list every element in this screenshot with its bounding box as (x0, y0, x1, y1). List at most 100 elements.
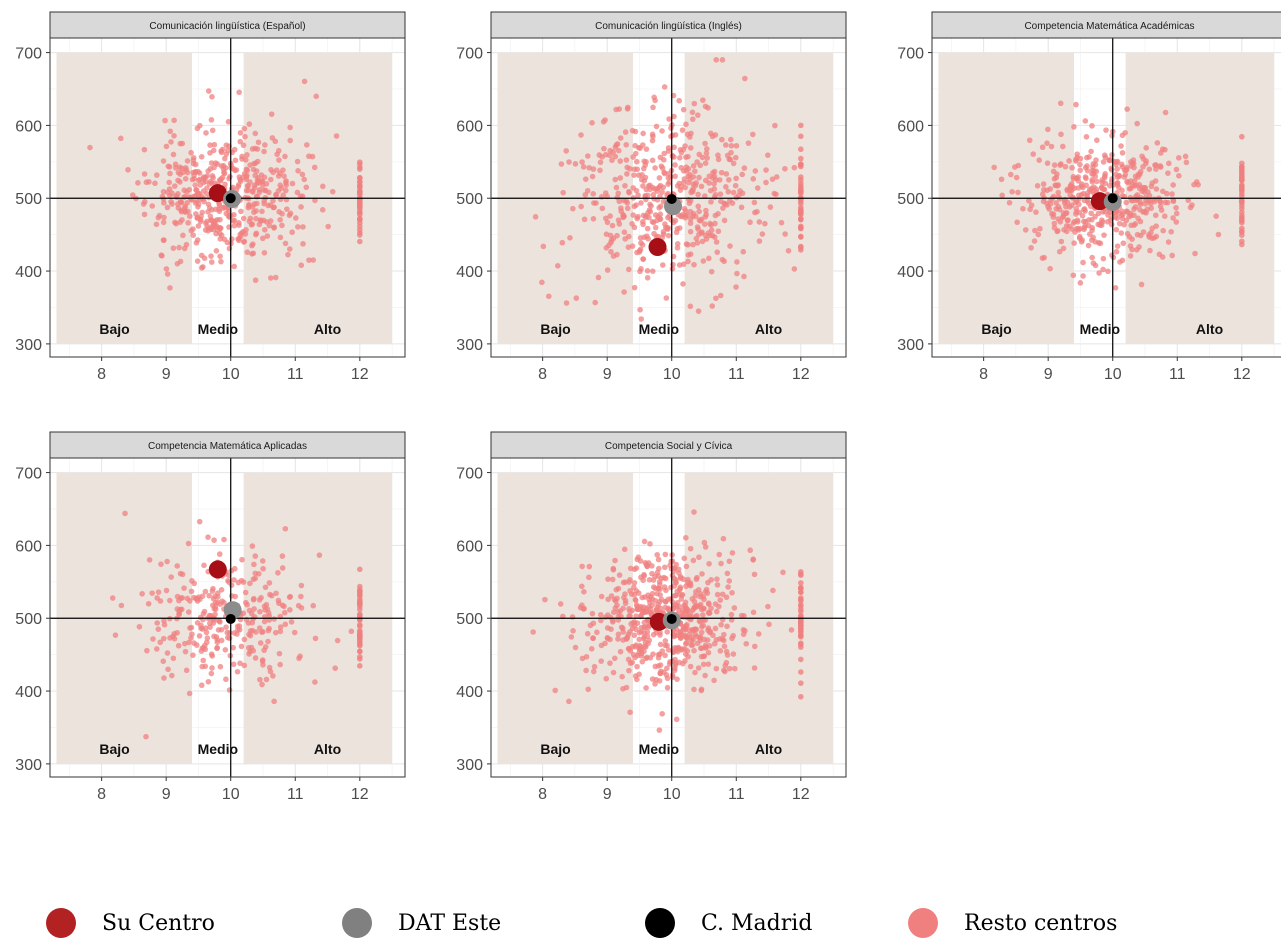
resto-centro-point (1136, 244, 1142, 250)
resto-centro-point (690, 241, 696, 248)
y-tick-label: 700 (456, 466, 483, 483)
resto-centro-point (1026, 197, 1032, 204)
resto-centro-point (656, 678, 663, 684)
resto-centro-point (657, 641, 664, 648)
resto-centro-point (657, 586, 663, 593)
panel-strip (490, 431, 847, 459)
resto-centro-point (1037, 225, 1043, 232)
resto-centro-point (230, 661, 237, 668)
resto-centro-point (313, 93, 319, 100)
resto-centro-point (252, 575, 259, 582)
resto-centro-point (1080, 259, 1086, 266)
resto-centro-point (741, 273, 747, 280)
resto-centro-point (798, 606, 804, 613)
resto-centro-point (1045, 126, 1051, 133)
resto-centro-point (703, 236, 710, 242)
resto-centro-point (251, 614, 258, 620)
resto-centro-point (579, 655, 586, 662)
x-tick-label: 8 (97, 786, 106, 803)
resto-centro-point (1084, 154, 1090, 161)
resto-centro-point (641, 177, 648, 184)
resto-centro-point (692, 182, 699, 189)
resto-centro-point (582, 191, 589, 198)
resto-centro-point (190, 652, 196, 658)
panel-5: Bajo Medio Alto Competencia Social y Cívica… (456, 431, 847, 803)
resto-centro-point (643, 186, 650, 193)
resto-centro-point (218, 587, 225, 593)
resto-centro-point (568, 634, 575, 640)
resto-centro-point (634, 676, 640, 683)
resto-centro-point (607, 147, 614, 154)
resto-centro-point (253, 230, 260, 237)
resto-centro-point (1093, 157, 1099, 163)
resto-centro-point (702, 544, 709, 550)
resto-centro-point (1022, 227, 1029, 233)
resto-centro-point (643, 214, 649, 221)
resto-centro-point (1079, 213, 1086, 219)
resto-centro-point (640, 130, 646, 137)
resto-centro-point (319, 207, 326, 213)
resto-centro-point (772, 122, 778, 129)
resto-centro-point (678, 647, 685, 653)
resto-centro-point (655, 556, 662, 563)
resto-centro-point (168, 139, 174, 145)
resto-centro-point (683, 121, 689, 128)
resto-centro-point (298, 262, 305, 269)
resto-centro-point (798, 146, 804, 153)
resto-centro-point (635, 554, 642, 561)
resto-centro-point (754, 185, 761, 191)
resto-centro-point (589, 173, 596, 180)
legend-label-resto: Resto centros (964, 910, 1118, 936)
resto-centro-point (208, 160, 215, 166)
resto-centro-point (251, 209, 257, 216)
resto-centro-point (279, 553, 286, 559)
resto-centro-point (357, 627, 363, 634)
resto-centro-point (680, 281, 686, 287)
resto-centro-point (294, 189, 301, 196)
resto-centro-point (655, 565, 662, 572)
resto-centro-point (279, 565, 286, 571)
resto-centro-point (698, 687, 705, 694)
zone-label-alto: Alto (1196, 321, 1223, 337)
y-tick-label: 700 (897, 46, 924, 63)
resto-centro-point (669, 132, 676, 139)
resto-centro-point (1096, 270, 1102, 276)
resto-centro-point (696, 208, 702, 215)
resto-centro-point (295, 224, 301, 230)
resto-centro-point (286, 246, 293, 252)
resto-centro-point (581, 588, 587, 595)
resto-centro-point (798, 625, 804, 631)
resto-centro-point (289, 180, 296, 187)
resto-centro-point (117, 135, 124, 142)
resto-centro-point (1134, 231, 1141, 238)
resto-centro-point (717, 191, 724, 197)
resto-centro-point (692, 213, 699, 220)
resto-centro-point (250, 250, 257, 257)
resto-centro-point (1176, 173, 1182, 179)
resto-centro-point (705, 105, 711, 111)
resto-centro-point (87, 144, 93, 151)
resto-centro-point (333, 133, 340, 139)
resto-centro-point (196, 194, 203, 200)
resto-centro-point (617, 175, 624, 181)
resto-centro-point (642, 644, 649, 650)
resto-centro-point (1112, 285, 1119, 291)
resto-centro-point (202, 220, 209, 226)
resto-centro-point (631, 584, 637, 591)
resto-centro-point (1069, 164, 1075, 171)
resto-centro-point (546, 293, 552, 300)
resto-centro-point (145, 600, 152, 607)
resto-centro-point (230, 217, 236, 224)
resto-centro-point (672, 173, 678, 180)
resto-centro-point (1157, 150, 1164, 156)
resto-centro-point (295, 167, 301, 174)
resto-centro-point (621, 289, 627, 295)
resto-centro-point (652, 97, 658, 104)
zone-label-medio: Medio (198, 321, 238, 337)
resto-centro-point (622, 182, 628, 189)
resto-centro-point (298, 582, 305, 589)
resto-centro-point (798, 198, 804, 205)
resto-centro-point (673, 580, 679, 586)
resto-centro-point (627, 165, 633, 172)
resto-centro-point (1077, 161, 1083, 168)
